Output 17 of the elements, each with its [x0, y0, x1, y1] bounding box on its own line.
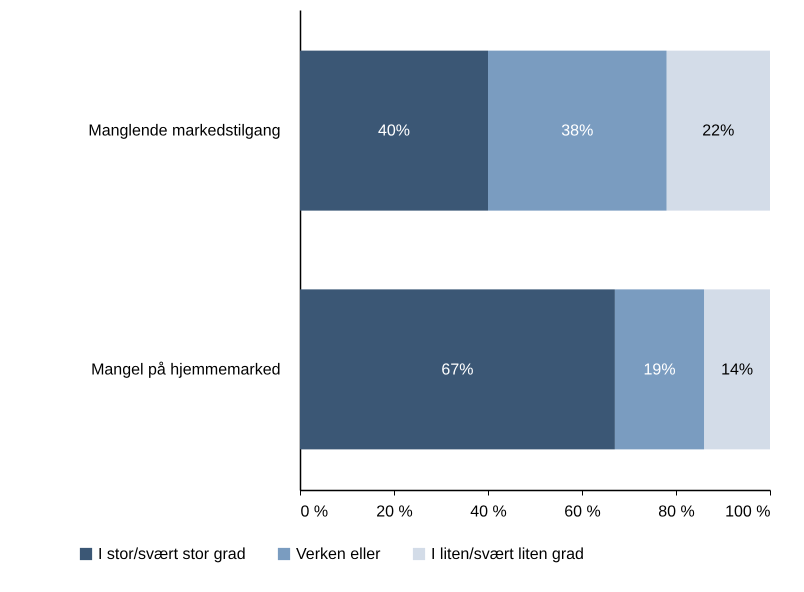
legend-label: Verken eller	[296, 546, 382, 563]
x-tick-label: 20 %	[376, 504, 413, 520]
x-tick-label: 100 %	[725, 504, 770, 520]
data-label: 38%	[561, 122, 594, 140]
x-tick-label: 0 %	[300, 504, 328, 520]
x-tick-label: 80 %	[658, 504, 695, 520]
legend-label: I stor/svært stor grad	[98, 546, 246, 563]
data-label: 22%	[702, 122, 734, 140]
y-tick-label: Manglende markedstilgang	[88, 122, 280, 140]
y-tick-label: Mangel på hjemmemarked	[91, 361, 280, 378]
x-tick-label: 60 %	[564, 504, 601, 520]
data-label: 67%	[441, 361, 474, 378]
data-label: 19%	[644, 361, 676, 378]
x-tick-label: 40 %	[470, 504, 507, 520]
data-label: 40%	[378, 122, 410, 140]
data-label: 14%	[721, 361, 754, 378]
legend-label: I liten/svært liten grad	[431, 546, 584, 563]
